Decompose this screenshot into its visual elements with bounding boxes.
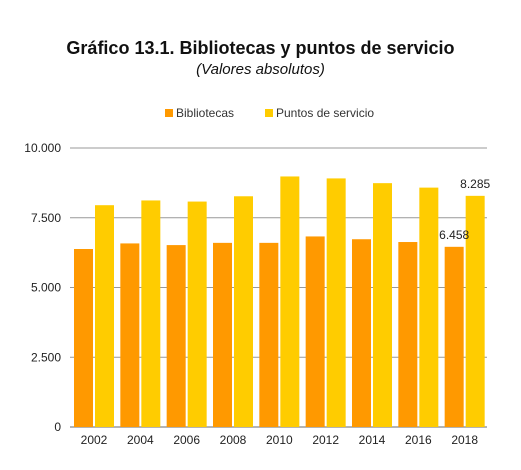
bar-puntos-de-servicio	[95, 205, 114, 427]
bar-puntos-de-servicio	[234, 196, 253, 427]
bar-bibliotecas	[259, 242, 279, 427]
bar-puntos-de-servicio	[187, 201, 207, 427]
bar-bibliotecas	[305, 236, 325, 427]
bar-bibliotecas	[166, 245, 186, 427]
y-tick-label: 2.500	[31, 350, 61, 364]
bar-bibliotecas	[213, 242, 232, 427]
x-tick-label: 2012	[312, 433, 339, 447]
bar-bibliotecas	[398, 242, 418, 427]
bar-bibliotecas	[352, 239, 371, 427]
y-tick-label: 5.000	[31, 281, 61, 295]
bar-bibliotecas	[74, 248, 93, 427]
x-tick-label: 2006	[173, 433, 200, 447]
x-tick-label: 2004	[127, 433, 154, 447]
bar-puntos-de-servicio	[465, 195, 485, 427]
legend-swatch-puntos-de-servicio	[265, 109, 273, 117]
legend-label-bibliotecas: Bibliotecas	[176, 106, 234, 120]
y-tick-label: 0	[54, 420, 61, 434]
bar-bibliotecas	[120, 243, 140, 427]
legend-swatch-bibliotecas	[165, 109, 173, 117]
chart-subtitle: (Valores absolutos)	[196, 61, 325, 78]
y-tick-label: 7.500	[31, 211, 61, 225]
bar-bibliotecas	[444, 246, 464, 427]
legend-label-puntos-de-servicio: Puntos de servicio	[276, 106, 374, 120]
x-tick-label: 2014	[359, 433, 386, 447]
x-tick-label: 2002	[81, 433, 108, 447]
bar-puntos-de-servicio	[141, 200, 161, 427]
bar-puntos-de-servicio	[419, 187, 439, 427]
x-tick-label: 2016	[405, 433, 432, 447]
bar-puntos-de-servicio	[373, 183, 392, 427]
data-label: 6.458	[439, 228, 469, 242]
data-label: 8.285	[460, 177, 490, 191]
bar-puntos-de-servicio	[280, 176, 300, 427]
x-tick-label: 2008	[220, 433, 247, 447]
x-tick-label: 2010	[266, 433, 293, 447]
x-tick-label: 2018	[451, 433, 478, 447]
y-tick-label: 10.000	[24, 141, 61, 155]
chart-title: Gráfico 13.1. Bibliotecas y puntos de se…	[66, 38, 455, 58]
bar-puntos-de-servicio	[326, 178, 346, 427]
